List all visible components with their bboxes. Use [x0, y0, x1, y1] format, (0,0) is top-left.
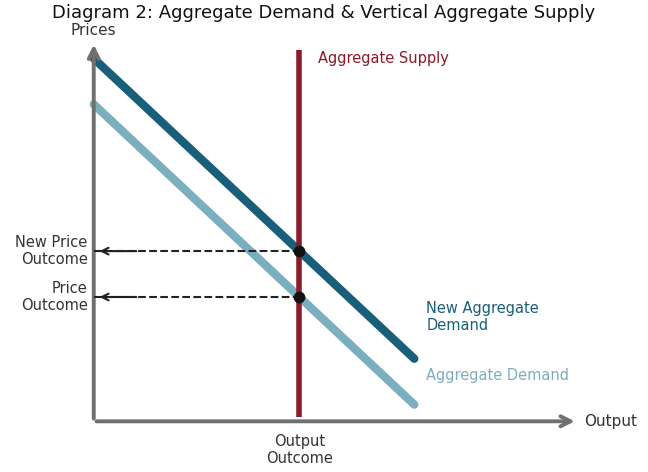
Text: Output
Outcome: Output Outcome: [266, 434, 333, 466]
Text: Price
Outcome: Price Outcome: [21, 281, 87, 313]
Point: [294, 247, 305, 255]
Text: New Price
Outcome: New Price Outcome: [16, 235, 87, 267]
Text: New Aggregate
Demand: New Aggregate Demand: [426, 301, 539, 333]
Text: Aggregate Supply: Aggregate Supply: [318, 51, 448, 66]
Point: [294, 293, 305, 301]
Text: Output: Output: [584, 414, 636, 429]
Text: Aggregate Demand: Aggregate Demand: [426, 368, 570, 383]
Text: Prices: Prices: [71, 23, 117, 38]
Title: Diagram 2: Aggregate Demand & Vertical Aggregate Supply: Diagram 2: Aggregate Demand & Vertical A…: [52, 4, 596, 22]
